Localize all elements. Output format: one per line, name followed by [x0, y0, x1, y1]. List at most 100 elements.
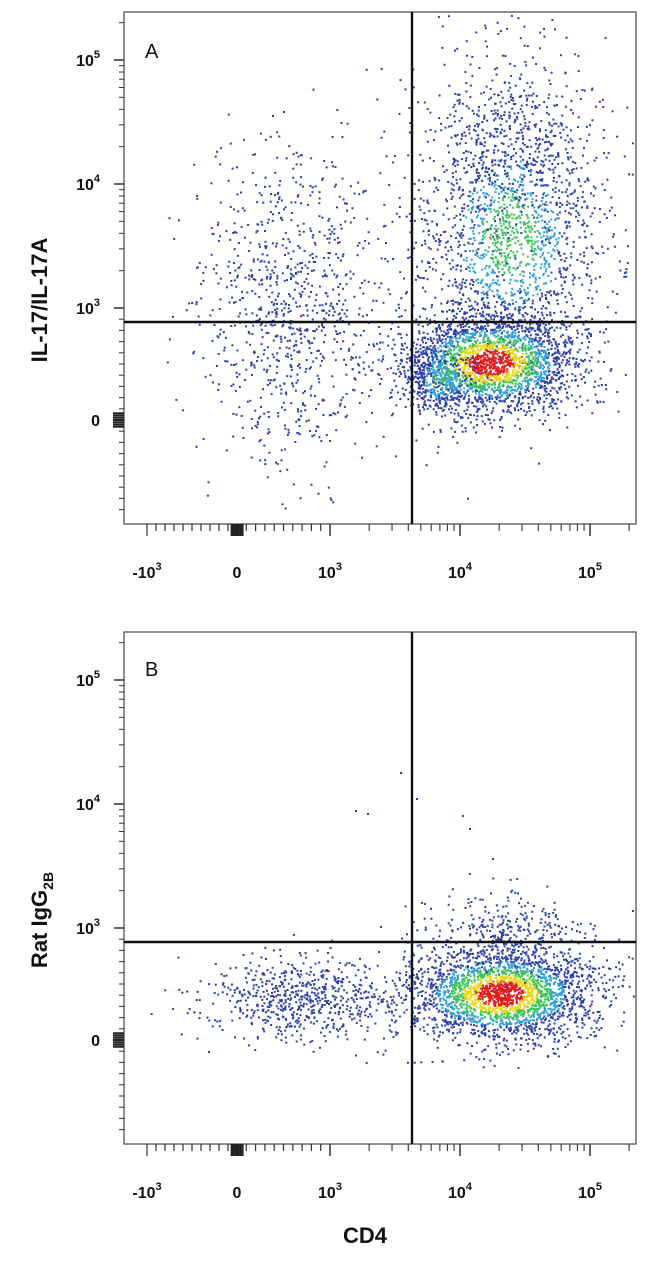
event-dot — [494, 180, 497, 183]
event-dot — [298, 292, 301, 295]
event-dot — [566, 168, 569, 171]
event-dot — [380, 257, 383, 260]
event-dot — [470, 308, 473, 311]
event-dot — [495, 256, 497, 259]
event-dot — [251, 312, 254, 315]
event-dot — [215, 364, 218, 367]
event-dot — [569, 264, 572, 267]
event-dot — [609, 209, 611, 212]
event-dot — [407, 381, 410, 384]
event-dot — [544, 380, 547, 383]
event-dot — [481, 151, 484, 154]
event-dot — [298, 425, 301, 428]
event-dot — [271, 291, 274, 294]
event-dot — [545, 204, 548, 207]
event-dot — [529, 171, 532, 174]
event-dot — [379, 383, 382, 385]
event-dot — [491, 330, 494, 333]
event-dot — [351, 207, 354, 210]
event-dot — [233, 231, 236, 233]
event-dot — [614, 245, 617, 248]
event-dot — [278, 135, 281, 138]
event-dot — [295, 151, 298, 154]
event-dot — [312, 88, 315, 91]
event-dot — [371, 411, 373, 414]
event-dot — [382, 355, 385, 358]
event-dot — [481, 257, 484, 260]
event-dot — [543, 209, 546, 212]
event-dot — [335, 183, 337, 186]
event-dot — [566, 134, 569, 137]
event-dot — [453, 120, 456, 123]
event-dot — [524, 349, 527, 352]
event-dot — [484, 325, 487, 328]
event-dot — [473, 350, 476, 353]
event-dot — [282, 300, 285, 303]
event-dot — [514, 217, 517, 220]
event-dot — [477, 172, 480, 174]
event-dot — [488, 341, 491, 343]
event-dot — [276, 156, 279, 159]
event-dot — [297, 245, 300, 247]
event-dot — [541, 178, 544, 181]
event-dot — [494, 396, 497, 399]
event-dot — [300, 261, 303, 264]
event-dot — [553, 387, 556, 390]
event-dot — [475, 361, 478, 364]
event-dot — [526, 222, 529, 225]
event-dot — [434, 269, 437, 272]
event-dot — [462, 337, 465, 340]
event-dot — [472, 270, 475, 273]
event-dot — [545, 229, 548, 232]
event-dot — [603, 341, 606, 344]
event-dot — [300, 332, 303, 335]
event-dot — [530, 394, 533, 397]
event-dot — [514, 84, 517, 87]
event-dot — [310, 230, 313, 233]
event-dot — [494, 369, 497, 372]
event-dot — [438, 338, 441, 341]
event-dot — [468, 266, 471, 269]
event-dot — [496, 315, 499, 318]
event-dot — [515, 236, 518, 239]
event-dot — [547, 167, 550, 170]
event-dot — [415, 356, 418, 359]
event-dot — [550, 254, 553, 257]
event-dot — [296, 224, 299, 227]
event-dot — [549, 290, 552, 293]
event-dot — [470, 347, 473, 350]
event-dot — [468, 190, 471, 193]
event-dot — [458, 291, 461, 294]
event-dot — [470, 356, 473, 359]
event-dot — [511, 299, 514, 302]
event-dot — [496, 379, 499, 382]
event-dot — [504, 226, 507, 229]
event-dot — [320, 329, 323, 332]
event-dot — [418, 205, 421, 208]
event-dot — [466, 330, 469, 333]
event-dot — [498, 389, 501, 392]
event-dot — [294, 266, 297, 269]
event-dot — [567, 211, 570, 214]
event-dot — [476, 365, 479, 368]
event-dot — [471, 198, 474, 201]
event-dot — [500, 187, 503, 190]
event-dot — [487, 314, 490, 317]
event-dot — [488, 364, 491, 367]
event-dot — [274, 312, 277, 315]
event-dot — [578, 214, 581, 217]
event-dot — [275, 371, 278, 374]
event-dot — [466, 265, 469, 268]
event-dot — [548, 140, 550, 143]
event-dot — [294, 201, 297, 204]
event-dot — [596, 401, 599, 404]
event-dot — [519, 78, 522, 81]
event-dot — [535, 199, 538, 202]
event-dot — [475, 249, 478, 252]
event-dot — [295, 340, 298, 343]
event-dot — [465, 40, 468, 43]
event-dot — [488, 98, 491, 101]
event-dot — [490, 96, 492, 99]
event-dot — [521, 346, 524, 349]
event-dot — [468, 372, 471, 375]
